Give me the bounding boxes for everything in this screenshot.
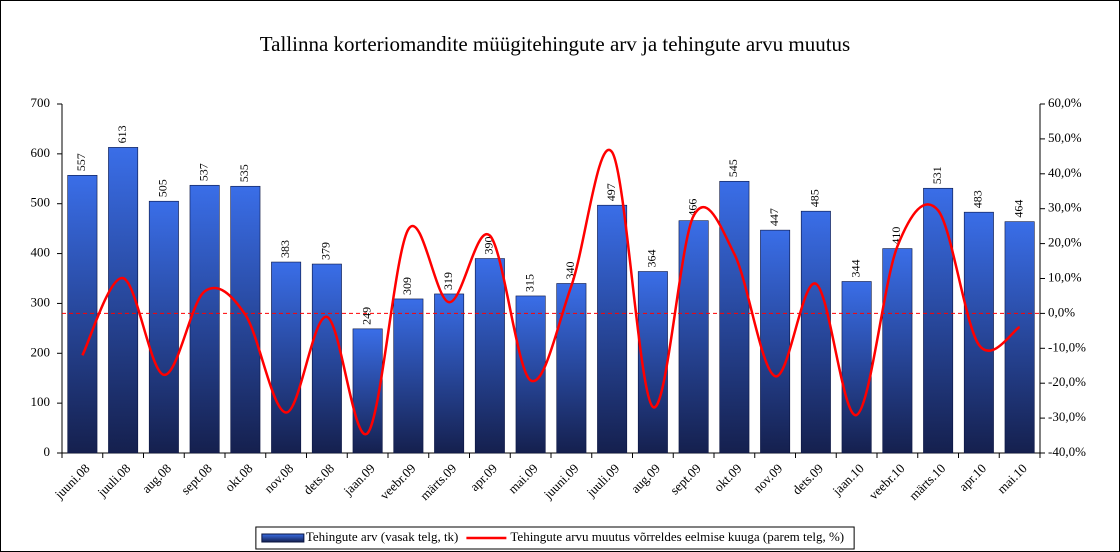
y2-tick-label: -20,0% — [1048, 374, 1086, 389]
y2-tick-label: -40,0% — [1048, 444, 1086, 459]
value-label: 483 — [971, 190, 985, 208]
value-label: 537 — [196, 163, 210, 181]
y-tick-label: 500 — [31, 195, 51, 210]
bar — [393, 298, 424, 454]
value-label: 364 — [645, 250, 659, 268]
line — [81, 148, 1021, 436]
bar — [67, 174, 98, 454]
bar — [923, 187, 954, 454]
bar — [597, 204, 628, 454]
value-label: 557 — [74, 153, 88, 171]
bar — [311, 263, 342, 454]
y2-tick-label: -10,0% — [1048, 339, 1086, 354]
bar — [963, 211, 994, 454]
value-label: 383 — [278, 240, 292, 258]
y-tick-label: 0 — [44, 444, 51, 459]
y-tick-label: 300 — [31, 294, 51, 309]
y-tick-label: 400 — [31, 245, 51, 260]
y-tick-label: 700 — [31, 95, 51, 110]
legend-label: Tehingute arvu muutus võrreldes eelmise … — [510, 529, 844, 544]
value-label: 545 — [726, 159, 740, 177]
legend-box — [255, 526, 855, 550]
value-label: 535 — [237, 164, 251, 182]
bar — [882, 248, 913, 454]
y2-tick-label: -30,0% — [1048, 409, 1086, 424]
value-label: 464 — [1011, 200, 1025, 218]
value-label: 613 — [115, 125, 129, 143]
bar — [230, 185, 261, 454]
chart-title: Tallinna korteriomandite müügitehingute … — [260, 32, 850, 56]
y2-tick-label: 20,0% — [1048, 235, 1082, 250]
value-label: 309 — [400, 277, 414, 295]
bar — [719, 180, 750, 454]
bar — [434, 293, 465, 454]
bar — [108, 147, 139, 454]
bar — [556, 283, 587, 454]
bar — [800, 210, 831, 454]
y2-tick-label: 60,0% — [1048, 95, 1082, 110]
bar — [148, 200, 179, 454]
value-label: 485 — [808, 189, 822, 207]
bar — [474, 258, 505, 454]
y2-tick-label: 30,0% — [1048, 200, 1082, 215]
bar — [637, 271, 668, 454]
y2-tick-label: 40,0% — [1048, 165, 1082, 180]
value-label: 447 — [767, 208, 781, 226]
bar — [841, 281, 872, 454]
y-tick-label: 200 — [31, 344, 51, 359]
legend: Tehingute arv (vasak telg, tk) Tehingute … — [255, 526, 855, 550]
value-label: 505 — [156, 179, 170, 197]
bar — [271, 261, 302, 454]
value-label: 497 — [604, 183, 618, 201]
y2-tick-label: 10,0% — [1048, 269, 1082, 284]
value-label: 344 — [848, 259, 862, 277]
value-label: 249 — [359, 307, 373, 325]
value-label: 466 — [685, 199, 699, 217]
value-label: 531 — [930, 166, 944, 184]
bar — [189, 184, 220, 454]
value-label: 319 — [441, 272, 455, 290]
legend-label: Tehingute arv (vasak telg, tk) — [306, 529, 459, 544]
y-tick-label: 600 — [31, 145, 51, 160]
value-label: 379 — [319, 242, 333, 260]
bar — [760, 229, 791, 454]
y2-tick-label: 50,0% — [1048, 130, 1082, 145]
value-label: 315 — [522, 274, 536, 292]
legend-swatch — [261, 533, 305, 543]
y2-tick-label: 0,0% — [1048, 304, 1075, 319]
y-tick-label: 100 — [31, 394, 51, 409]
